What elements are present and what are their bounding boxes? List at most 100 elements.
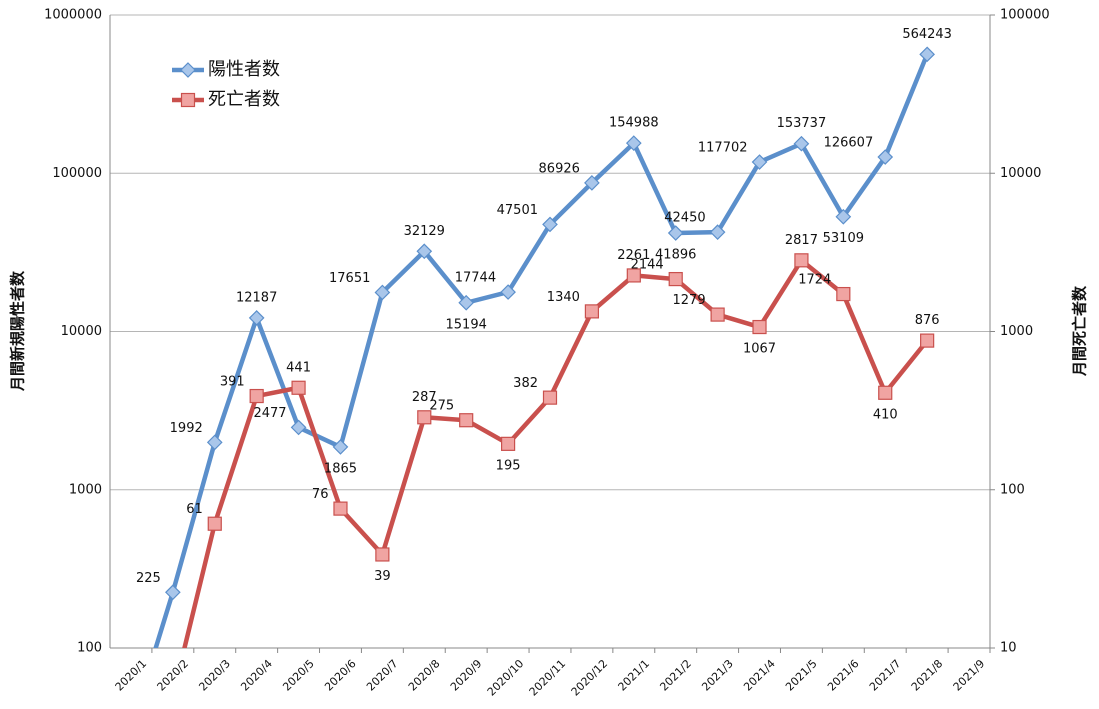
marker (877, 149, 894, 165)
x-tick-label: 2020/10 (485, 657, 527, 699)
y-tick-label: 100 (77, 641, 102, 656)
data-label: 287 (412, 390, 437, 405)
x-tick-label: 2020/11 (527, 657, 569, 699)
legend-label: 死亡者数 (208, 89, 280, 110)
y-tick-label: 1000000 (44, 8, 102, 23)
marker (416, 243, 433, 260)
marker (458, 294, 475, 311)
marker (248, 310, 265, 326)
marker (417, 410, 432, 425)
data-label: 382 (513, 376, 538, 391)
data-label: 225 (136, 571, 161, 586)
y-tick-label: 100000 (52, 166, 102, 181)
x-tick-label: 2020/2 (155, 657, 192, 694)
data-label: 1340 (547, 290, 580, 305)
data-label: 2261 (617, 248, 650, 263)
y-tick-label: 1000 (69, 482, 102, 497)
data-label: 876 (915, 313, 940, 328)
data-label: 195 (496, 458, 521, 473)
marker (878, 385, 893, 400)
data-label: 17744 (455, 271, 496, 286)
marker (584, 175, 600, 191)
x-tick-label: 2020/5 (280, 657, 317, 694)
marker (332, 439, 349, 455)
data-label: 86926 (539, 161, 580, 176)
marker (290, 419, 307, 436)
x-tick-label: 2020/1 (113, 657, 150, 694)
marker (375, 547, 390, 562)
data-label: 32129 (404, 224, 445, 239)
data-label: 17651 (329, 271, 370, 286)
x-tick-label: 2020/3 (196, 657, 233, 694)
y2-tick-label: 100000 (1000, 8, 1050, 23)
marker (500, 436, 516, 451)
data-label: 126607 (824, 136, 874, 151)
data-label: 1724 (798, 273, 831, 288)
data-label: 61 (186, 502, 203, 517)
data-label: 275 (429, 399, 454, 414)
marker (920, 333, 935, 348)
marker (836, 286, 851, 302)
y2-axis-label: 月間死亡者数 (1071, 285, 1089, 377)
legend-marker (180, 92, 196, 108)
marker (625, 135, 642, 151)
x-tick-label: 2021/8 (909, 657, 946, 694)
data-label: 117702 (698, 141, 748, 156)
y-tick-label: 10000 (61, 324, 102, 339)
y2-tick-label: 10000 (1000, 166, 1041, 181)
data-label: 12187 (236, 290, 277, 305)
data-label: 2477 (253, 406, 286, 421)
line (182, 258, 929, 648)
marker (752, 319, 767, 335)
marker (835, 208, 852, 225)
marker (500, 284, 516, 300)
marker (207, 516, 222, 531)
x-tick-label: 2021/5 (783, 657, 820, 694)
x-tick-label: 2021/4 (741, 657, 778, 694)
marker (710, 307, 725, 322)
x-tick-label: 2021/3 (699, 657, 736, 694)
data-label: 391 (220, 375, 245, 390)
data-label: 154988 (609, 116, 659, 131)
x-tick-label: 2021/1 (615, 657, 652, 694)
x-tick-label: 2020/8 (406, 657, 443, 694)
data-label: 41896 (655, 248, 696, 263)
x-tick-label: 2020/4 (238, 657, 275, 694)
marker (374, 284, 391, 301)
x-tick-label: 2021/2 (657, 657, 694, 694)
marker (333, 501, 348, 516)
marker (584, 304, 600, 319)
marker (919, 46, 935, 63)
marker (542, 390, 558, 405)
data-label: 1992 (170, 421, 203, 436)
data-label: 2144 (631, 258, 664, 273)
legend-label: 陽性者数 (208, 59, 280, 80)
marker (668, 271, 683, 287)
data-label: 76 (312, 487, 329, 502)
marker (542, 216, 558, 233)
marker (459, 413, 474, 428)
x-tick-label: 2021/6 (825, 657, 862, 694)
x-tick-label: 2020/9 (448, 657, 485, 694)
data-label: 53109 (823, 231, 864, 246)
marker (249, 388, 264, 404)
data-label: 2817 (785, 233, 818, 248)
legend-marker (180, 62, 196, 78)
data-label: 441 (286, 360, 311, 375)
x-tick-label: 2021/7 (867, 657, 904, 694)
data-label: 1067 (743, 342, 776, 357)
line (153, 53, 930, 648)
data-label: 39 (374, 569, 391, 584)
data-label: 564243 (902, 27, 952, 42)
marker (709, 224, 726, 240)
data-label: 1865 (324, 461, 357, 476)
y2-tick-label: 10 (1000, 641, 1017, 656)
y2-tick-label: 1000 (1000, 324, 1033, 339)
marker (667, 225, 684, 241)
marker (165, 584, 181, 601)
data-label: 410 (873, 407, 898, 422)
marker (206, 434, 223, 451)
x-tick-label: 2021/9 (951, 657, 988, 694)
marker (794, 253, 809, 268)
